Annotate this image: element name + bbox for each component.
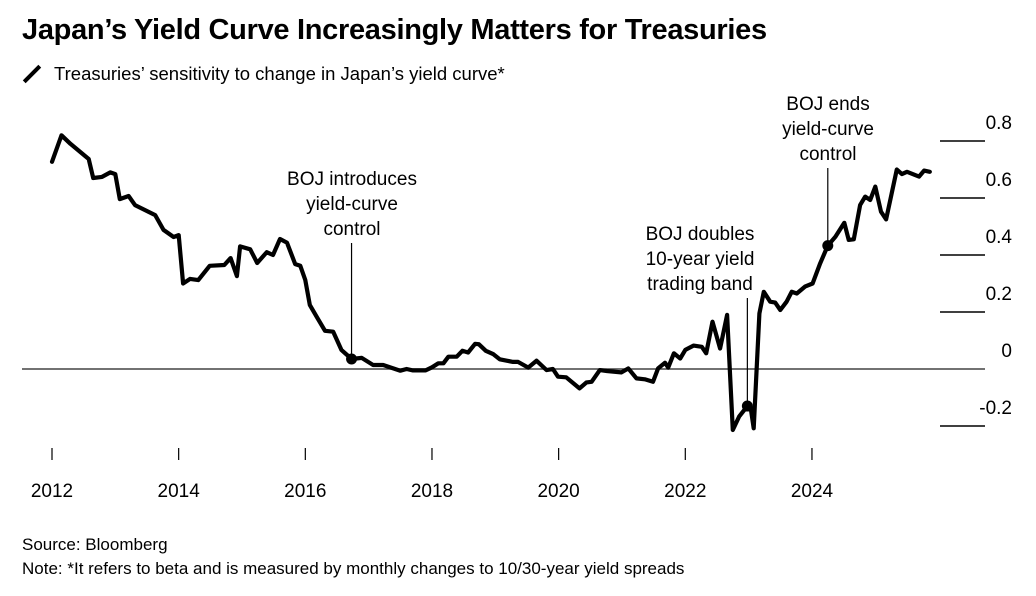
- annotation-marker: [822, 240, 834, 252]
- annotation-label: trading band: [647, 274, 753, 295]
- annotation-label: 10-year yield: [646, 249, 755, 270]
- x-tick-label: 2014: [158, 481, 201, 502]
- annotation-label: yield-curve: [782, 119, 874, 140]
- y-tick-label: 0.8: [986, 113, 1012, 134]
- annotation-label: control: [799, 144, 856, 165]
- x-tick-label: 2024: [791, 481, 834, 502]
- chart-subtitle: Treasuries’ sensitivity to change in Jap…: [54, 63, 505, 84]
- chart-title: Japan’s Yield Curve Increasingly Matters…: [22, 14, 767, 46]
- x-tick-label: 2022: [664, 481, 706, 502]
- y-tick-label: 0: [1001, 341, 1012, 362]
- x-tick-label: 2012: [31, 481, 73, 502]
- annotation-label: control: [323, 219, 380, 240]
- annotation-label: yield-curve: [306, 194, 398, 215]
- annotation-label: BOJ ends: [786, 94, 869, 115]
- legend: Treasuries’ sensitivity to change in Jap…: [22, 63, 505, 85]
- annotation-label: BOJ introduces: [287, 169, 417, 190]
- x-tick-label: 2016: [284, 481, 326, 502]
- source-note: Source: Bloomberg: [22, 535, 168, 554]
- y-tick-label: 0.6: [986, 170, 1012, 191]
- annotation-label: BOJ doubles: [646, 224, 755, 245]
- y-tick-label: 0.4: [986, 227, 1013, 248]
- annotation-marker: [741, 400, 753, 412]
- y-tick-label: -0.2: [979, 398, 1012, 419]
- y-tick-label: 0.2: [986, 284, 1012, 305]
- annotation-marker: [346, 353, 358, 365]
- x-tick-label: 2020: [537, 481, 579, 502]
- x-tick-label: 2018: [411, 481, 453, 502]
- series-line: [49, 133, 932, 433]
- footnote: Note: *It refers to beta and is measured…: [22, 559, 685, 578]
